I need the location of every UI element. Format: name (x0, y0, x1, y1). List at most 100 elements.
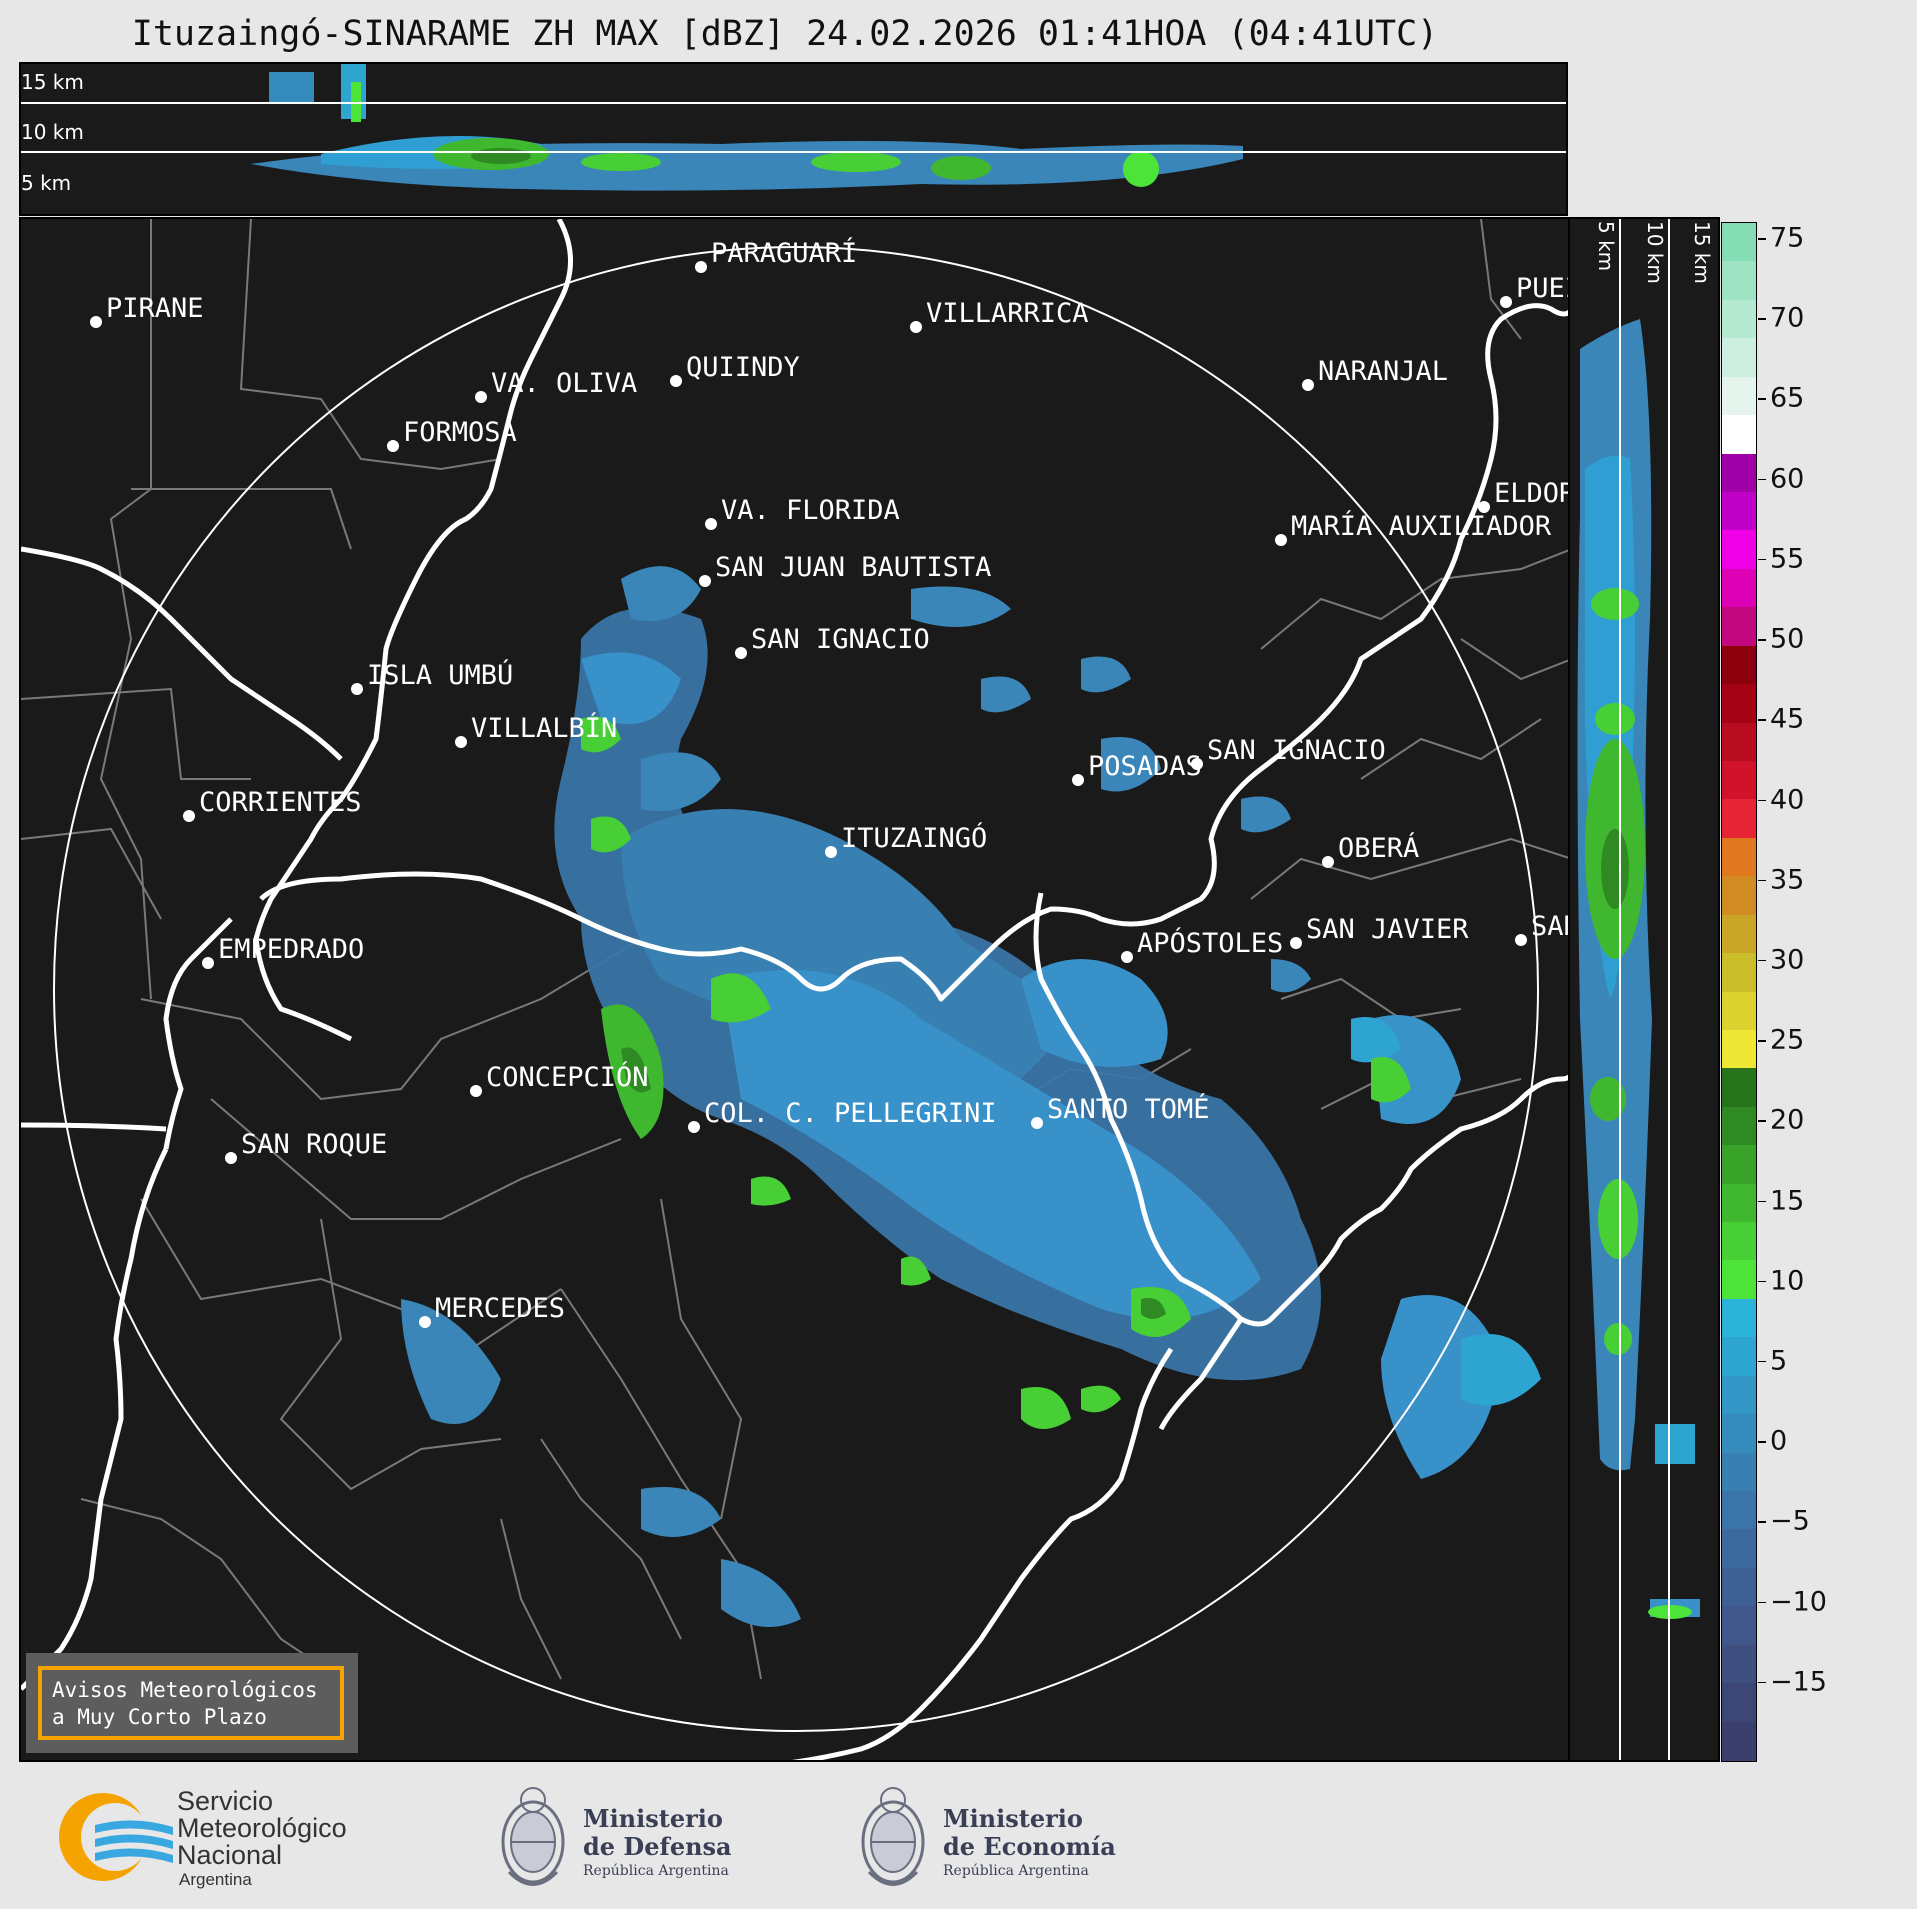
city-dot (1275, 534, 1287, 546)
city-dot (470, 1085, 482, 1097)
colorbar-tick (1758, 478, 1766, 481)
city-dot (735, 647, 747, 659)
smn-line-3: Nacional (177, 1840, 283, 1870)
city-dot (688, 1121, 700, 1133)
defensa-line-1: Ministerio (583, 1804, 723, 1833)
colorbar-tick-label: 20 (1770, 1104, 1805, 1136)
city-dot (455, 736, 467, 748)
colorbar-tick (1758, 238, 1766, 240)
city-dot (1121, 951, 1133, 963)
argentina-coat-of-arms-icon (501, 1787, 565, 1886)
colorbar-segment (1722, 261, 1756, 301)
colorbar-tick (1758, 558, 1766, 561)
colorbar-segment (1722, 1068, 1756, 1108)
city-marker: APÓSTOLES (1121, 927, 1283, 963)
top-alt-label: 10 km (21, 120, 84, 144)
colorbar-tick (1758, 1601, 1766, 1604)
colorbar-segment (1722, 1106, 1756, 1147)
colorbar-segment (1722, 530, 1756, 570)
colorbar-segment (1722, 1222, 1756, 1262)
city-label: QUIINDY (686, 352, 800, 383)
colorbar-tick-label: 35 (1770, 864, 1805, 896)
city-marker: PIRANE (90, 293, 204, 328)
economia-line-3: República Argentina (943, 1863, 1089, 1879)
colorbar-segment (1722, 837, 1756, 878)
city-dot (825, 846, 837, 858)
colorbar-tick-label: 15 (1770, 1185, 1805, 1217)
city-label: APÓSTOLES (1137, 927, 1283, 959)
city-marker: COL. C. PELLEGRINI (688, 1098, 997, 1133)
colorbar-segment (1722, 799, 1756, 839)
colorbar-tick (1758, 1280, 1766, 1283)
colorbar-segment (1722, 991, 1756, 1031)
city-dot (1515, 934, 1527, 946)
city-dot (1302, 379, 1314, 391)
city-marker: FORMOSA (387, 417, 517, 452)
economia-logo: Ministerio de Economía República Argenti… (855, 1772, 1116, 1902)
city-dot (1031, 1117, 1043, 1129)
city-dot (225, 1152, 237, 1164)
colorbar-segment (1722, 684, 1756, 724)
colorbar-segment (1722, 299, 1756, 340)
colorbar-segment (1722, 722, 1756, 762)
city-marker: SAN JAVIER (1290, 914, 1469, 949)
city-marker: OBERÁ (1322, 832, 1419, 868)
altitude-line-5km (1619, 219, 1621, 1760)
city-marker: SANTO TOMÉ (1031, 1093, 1210, 1129)
city-marker: EMPEDRADO (202, 934, 364, 969)
altitude-line-5km (21, 151, 1566, 153)
city-marker: VA. FLORIDA (705, 495, 900, 530)
colorbar-tick (1758, 398, 1766, 400)
colorbar-tick (1758, 879, 1766, 882)
colorbar-segment (1722, 568, 1756, 609)
defensa-line-3: República Argentina (583, 1863, 729, 1879)
top-alt-label: 15 km (21, 70, 84, 94)
colorbar-segment (1722, 953, 1756, 993)
city-label: SAN IGNACIO (1207, 735, 1386, 766)
colorbar-tick-label: 45 (1770, 703, 1805, 735)
city-marker: SAN ROQUE (225, 1129, 387, 1164)
city-dot (1072, 774, 1084, 786)
colorbar-tick-label: 55 (1770, 543, 1805, 575)
city-label: VILLALBÍN (471, 712, 617, 744)
city-label: FORMOSA (403, 417, 517, 448)
defensa-line-2: de Defensa (583, 1832, 732, 1861)
city-dot (1500, 296, 1512, 308)
city-marker: VA. OLIVA (475, 368, 637, 403)
colorbar-segment (1722, 1683, 1756, 1723)
city-label: OBERÁ (1338, 832, 1419, 864)
city-label: ELDOR (1494, 478, 1570, 509)
city-label: SAN JUAN BAUTISTA (715, 552, 991, 583)
argentina-coat-of-arms-icon (861, 1787, 925, 1886)
colorbar-tick (1758, 1360, 1766, 1363)
city-label: VA. FLORIDA (721, 495, 900, 526)
warning-line-2: a Muy Corto Plazo (52, 1705, 267, 1729)
colorbar-segment (1722, 645, 1756, 686)
smn-line-2: Meteorológico (177, 1813, 347, 1843)
colorbar-segment (1722, 1375, 1756, 1416)
colorbar-tick (1758, 1120, 1766, 1122)
city-label: PARAGUARÍ (711, 237, 857, 269)
city-label: NARANJAL (1318, 356, 1448, 387)
colorbar-segment (1722, 1491, 1756, 1531)
colorbar-segment (1722, 914, 1756, 955)
warning-link[interactable]: Avisos Meteorológicos a Muy Corto Plazo (38, 1666, 344, 1740)
defensa-logo: Ministerio de Defensa República Argentin… (495, 1772, 755, 1902)
city-marker: NARANJAL (1302, 356, 1448, 391)
smn-logo-icon (59, 1793, 173, 1881)
city-dot (1290, 937, 1302, 949)
city-label: PIRANE (106, 293, 204, 324)
city-marker: MERCEDES (419, 1293, 565, 1328)
colorbar-segment (1722, 1644, 1756, 1685)
smn-line-1: Servicio (177, 1786, 274, 1816)
city-label: SAN IGNACIO (751, 624, 930, 655)
side-alt-label: 5 km (1594, 221, 1618, 272)
colorbar-tick (1758, 1040, 1766, 1042)
city-label: SAN JAVIER (1306, 914, 1469, 945)
city-dot (419, 1316, 431, 1328)
city-dot (699, 575, 711, 587)
colorbar-tick (1758, 1441, 1766, 1443)
side-alt-label: 15 km (1690, 221, 1714, 284)
city-dot (183, 810, 195, 822)
city-label: MARÍA AUXILIADOR (1291, 510, 1552, 542)
